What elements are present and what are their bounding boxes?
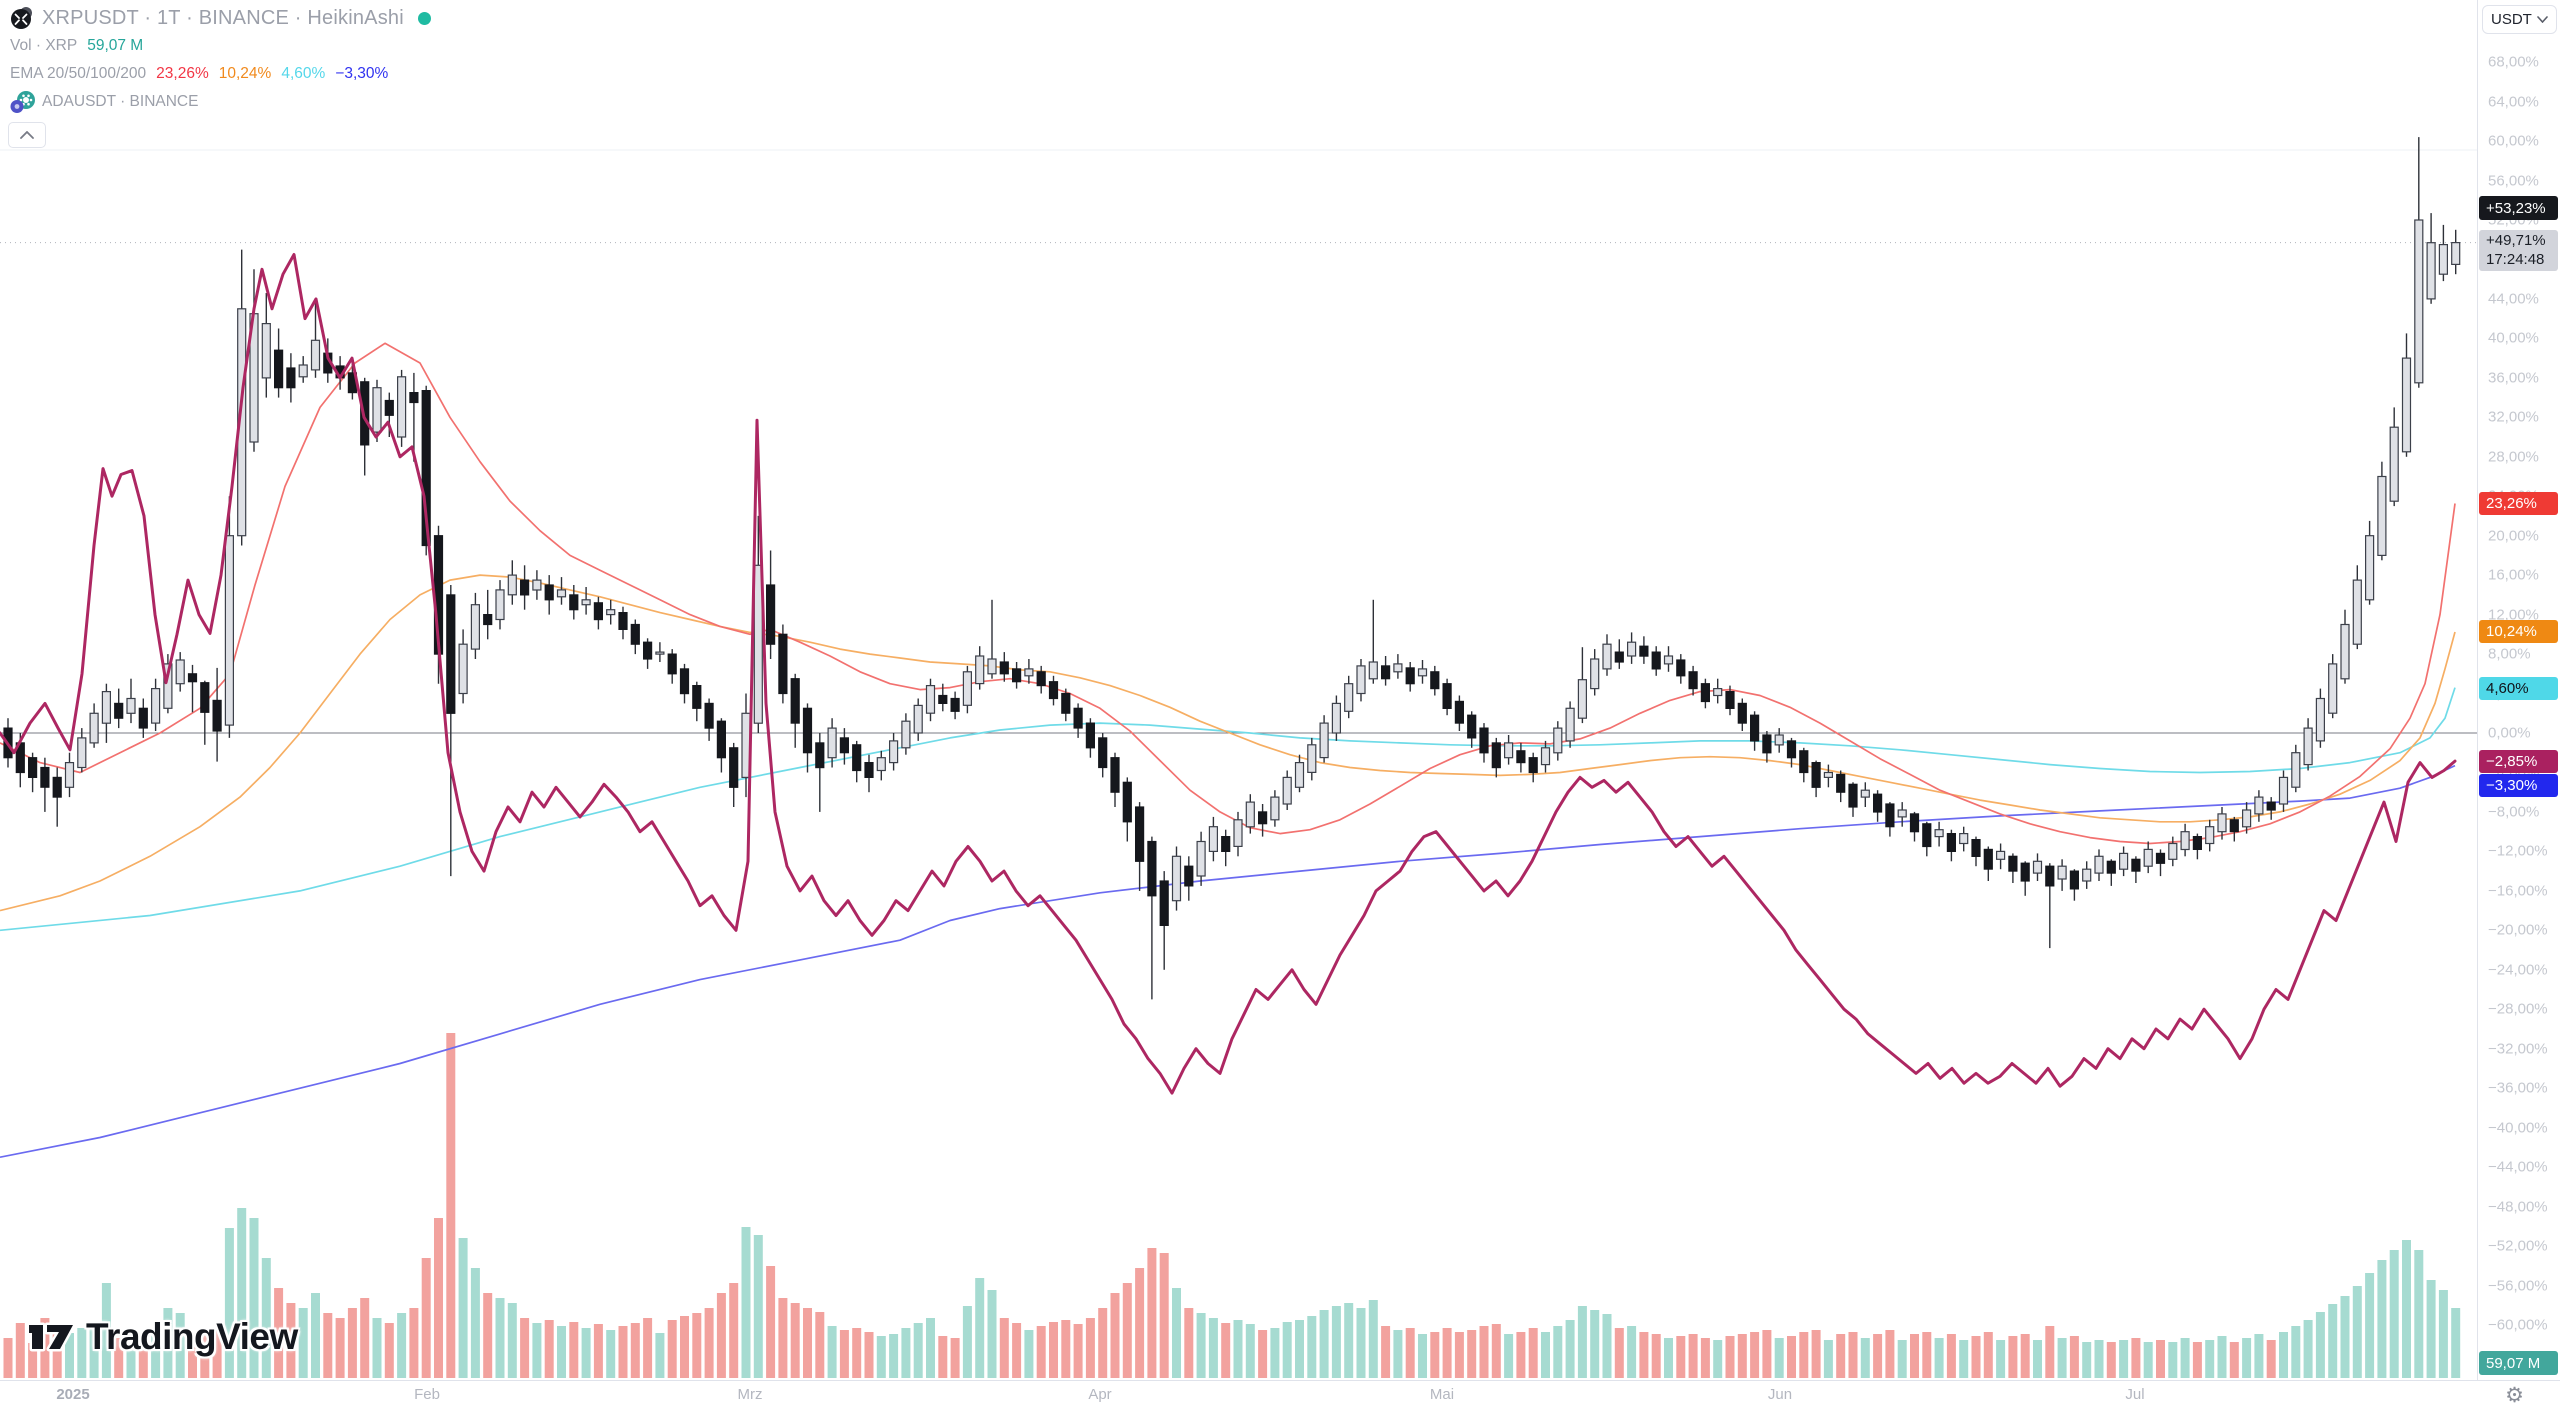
- symbol-title: XRPUSDT · 1T · BINANCE · HeikinAshi: [42, 6, 404, 29]
- legend-main-symbol-row[interactable]: XRPUSDT · 1T · BINANCE · HeikinAshi: [10, 4, 431, 32]
- price-tick-label: 20,00%: [2488, 527, 2539, 545]
- ema200-line: [0, 764, 2456, 1159]
- time-label-month: Apr: [1088, 1386, 1112, 1403]
- price-tick-label: 12,00%: [2488, 606, 2539, 624]
- ema100-line: [0, 687, 2456, 932]
- price-tick-label: −8,00%: [2488, 803, 2540, 821]
- price-tick-label: −40,00%: [2488, 1119, 2548, 1137]
- price-tick-label: −52,00%: [2488, 1237, 2548, 1255]
- ema20-value: 23,26%: [156, 65, 209, 82]
- price-tick-label: 0,00%: [2488, 724, 2531, 742]
- time-label-month: Jul: [2125, 1386, 2145, 1403]
- price-tick-label: −24,00%: [2488, 961, 2548, 979]
- price-tick-label: −20,00%: [2488, 921, 2548, 939]
- legend: XRPUSDT · 1T · BINANCE · HeikinAshi Vol …: [10, 4, 431, 116]
- ada-compare-line: [0, 253, 2457, 1095]
- price-tick-label: −56,00%: [2488, 1277, 2548, 1294]
- heikin-ashi-candles: [3, 137, 2461, 1000]
- ema20-line: [0, 342, 2456, 845]
- volume-bars: [3, 1033, 2461, 1378]
- ema100-value: 4,60%: [281, 65, 326, 82]
- compare-symbol-title: ADAUSDT · BINANCE: [42, 93, 199, 110]
- settings-gear-icon[interactable]: ⚙: [2505, 1384, 2524, 1407]
- price-tick-label: 40,00%: [2488, 329, 2539, 347]
- price-tick-label: −28,00%: [2488, 1000, 2548, 1018]
- ada-symbol-icon: [10, 90, 35, 114]
- market-status-dot[interactable]: [417, 11, 431, 25]
- price-chart-canvas: [0, 137, 2477, 1378]
- chevron-down-icon: [2537, 16, 2548, 23]
- price-tick-label: 64,00%: [2488, 93, 2539, 111]
- price-tick-label: 68,00%: [2488, 53, 2539, 71]
- ema200-badge: −3,30%: [2479, 773, 2558, 797]
- legend-collapse-button[interactable]: [8, 122, 46, 148]
- real-price-badge: +53,23%: [2479, 196, 2558, 220]
- last-price-badge: +49,71% 17:24:48: [2479, 229, 2558, 271]
- ema200-value: −3,30%: [335, 65, 389, 82]
- time-label-month: Mrz: [737, 1386, 763, 1403]
- tradingview-logo-icon: [26, 1322, 76, 1352]
- legend-compare-symbol-row[interactable]: ADAUSDT · BINANCE: [10, 88, 431, 116]
- ema100-badge: 4,60%: [2479, 676, 2558, 700]
- price-tick-label: −16,00%: [2488, 882, 2548, 900]
- volume-badge: 59,07 M: [2479, 1351, 2558, 1375]
- time-label-year: 2025: [56, 1386, 90, 1403]
- ada-compare-badge: −2,85%: [2479, 749, 2558, 773]
- ema50-badge: 10,24%: [2479, 619, 2558, 643]
- price-tick-label: 44,00%: [2488, 290, 2539, 308]
- time-label-month: Feb: [414, 1386, 440, 1403]
- price-tick-label: 36,00%: [2488, 369, 2539, 387]
- time-scale[interactable]: 2025 Feb Mrz Apr Mai Jun Jul ⚙: [0, 1380, 2560, 1409]
- legend-ema-row[interactable]: EMA 20/50/100/200 23,26% 10,24% 4,60% −3…: [10, 60, 431, 88]
- volume-value: 59,07 M: [87, 37, 144, 54]
- ema50-line: [0, 574, 2456, 912]
- price-tick-label: −48,00%: [2488, 1198, 2548, 1216]
- chart-pane[interactable]: XRPUSDT · 1T · BINANCE · HeikinAshi Vol …: [0, 0, 2477, 1380]
- ema-label: EMA 20/50/100/200: [10, 65, 147, 82]
- price-tick-label: −60,00%: [2488, 1316, 2548, 1334]
- tradingview-logo[interactable]: TradingView: [26, 1316, 298, 1358]
- price-tick-label: −12,00%: [2488, 842, 2548, 860]
- price-tick-label: 28,00%: [2488, 448, 2539, 466]
- price-tick-label: −36,00%: [2488, 1079, 2548, 1097]
- price-tick-label: 8,00%: [2488, 645, 2531, 663]
- price-tick-label: 16,00%: [2488, 566, 2539, 584]
- price-tick-label: 32,00%: [2488, 408, 2539, 426]
- price-tick-label: −32,00%: [2488, 1040, 2548, 1058]
- legend-volume-row[interactable]: Vol · XRP 59,07 M: [10, 32, 431, 60]
- xrp-symbol-icon: [10, 6, 34, 30]
- time-label-month: Mai: [1429, 1386, 1455, 1403]
- currency-label: USDT: [2491, 11, 2532, 28]
- price-scale-currency-dropdown[interactable]: USDT: [2482, 5, 2557, 34]
- tradingview-logo-text: TradingView: [86, 1316, 298, 1357]
- price-tick-label: −44,00%: [2488, 1158, 2548, 1176]
- ema20-badge: 23,26%: [2479, 491, 2558, 515]
- price-tick-label: 60,00%: [2488, 132, 2539, 150]
- volume-label: Vol · XRP: [10, 37, 78, 54]
- price-scale[interactable]: USDT 68,00%64,00%60,00%56,00%52,00%48,00…: [2477, 0, 2560, 1380]
- price-tick-label: 56,00%: [2488, 172, 2539, 189]
- time-label-month: Jun: [1767, 1386, 1793, 1403]
- chevron-up-icon: [20, 131, 34, 139]
- ema50-value: 10,24%: [218, 65, 272, 82]
